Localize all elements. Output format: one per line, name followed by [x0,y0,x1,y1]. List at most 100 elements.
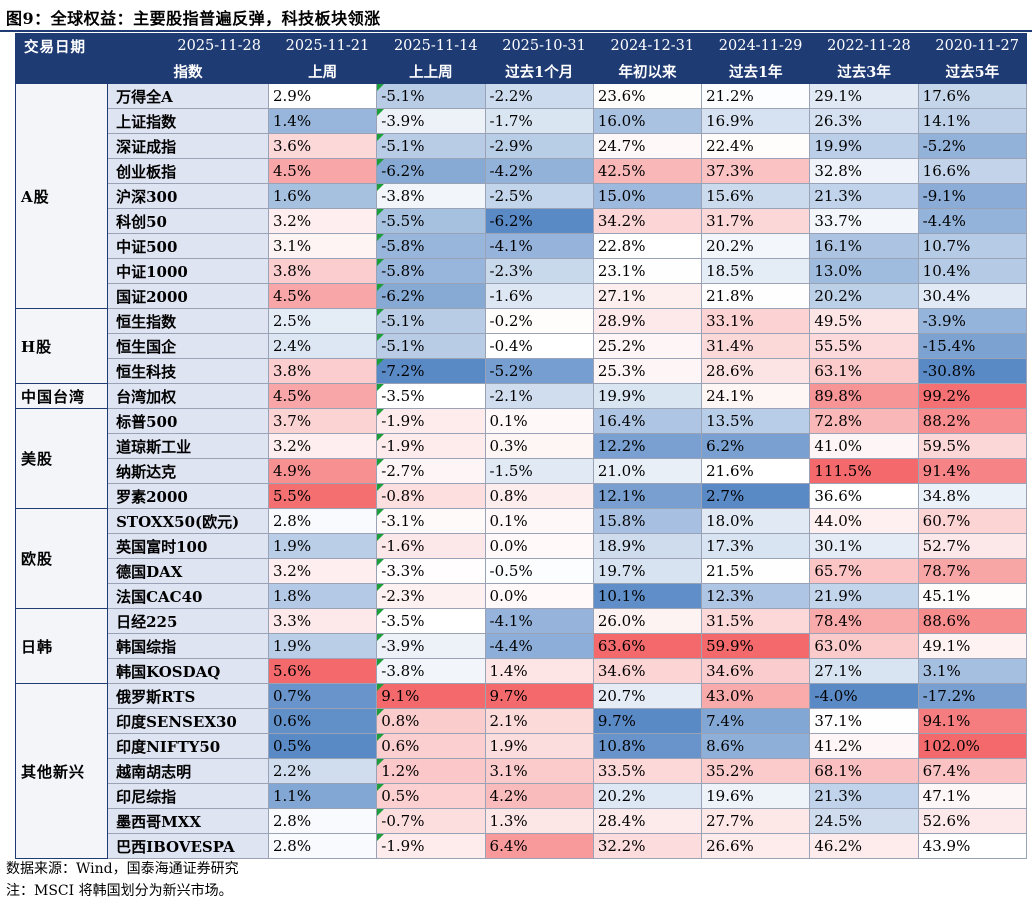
return-cell: 3.8% [267,358,378,384]
region-label: 其他新兴 [14,683,109,859]
return-cell: 37.3% [701,158,811,184]
return-cell: -1.6% [484,283,594,309]
return-value: 3.1% [489,762,528,780]
return-value: -6.2% [489,212,533,230]
return-value: 99.2% [922,387,971,405]
table-row: 德国DAX 3.2% -3.3% -0.5% 19.7% 21.5% 65.7% 78.7% [16,558,1028,584]
return-cell: 30.1% [809,533,919,559]
return-cell: 22.4% [701,133,811,159]
return-cell: 2.8% [267,833,378,859]
error-flag-icon [377,684,385,691]
return-cell: 59.5% [917,433,1028,459]
return-value: 2.8% [272,812,312,830]
region-label: H股 [14,308,109,384]
return-cell: 1.3% [484,808,594,834]
return-value: 14.1% [922,112,971,130]
index-name: 印度NIFTY50 [107,733,269,759]
return-value: -0.5% [489,562,533,580]
return-cell: 3.2% [267,433,378,459]
index-name: 恒生国企 [107,333,269,359]
date-header-cell: 2024-11-29 [701,33,811,59]
return-value: 2.8% [272,837,312,855]
return-cell: -3.9% [376,633,486,659]
return-value: 21.3% [814,187,863,205]
return-value: 4.5% [272,162,312,180]
return-cell: 3.2% [267,208,378,234]
return-value: 0.0% [489,537,528,555]
region-label: 中国台湾 [14,383,109,409]
return-cell: 65.7% [809,558,919,584]
return-cell: 63.6% [592,633,703,659]
return-cell: -0.8% [376,483,486,509]
return-value: 3.3% [272,612,312,630]
return-value: 5.6% [272,662,312,680]
return-cell: 89.8% [809,383,919,409]
error-flag-icon [377,484,385,491]
error-flag-icon [377,659,385,666]
index-name: 日经225 [107,608,269,634]
return-value: 9.7% [489,687,528,705]
table-row: 印度NIFTY50 0.5% 0.6% 1.9% 10.8% 8.6% 41.2% 102.0… [16,733,1028,759]
return-cell: 0.1% [484,508,594,534]
return-value: 49.1% [922,637,971,655]
title-rule [0,30,1032,32]
return-value: 26.0% [597,612,646,630]
table-row: 科创50 3.2% -5.5% -6.2% 34.2% 31.7% 33.7% -4.4% [16,208,1028,234]
return-value: 16.9% [706,112,754,130]
return-cell: -3.8% [376,658,486,684]
date-header-cell: 2024-12-31 [592,33,703,59]
return-value: 0.7% [272,687,312,705]
return-cell: 3.7% [267,408,378,434]
date-header-cell: 2025-11-14 [376,33,486,59]
return-value: 16.0% [597,112,646,130]
return-cell: -5.5% [376,208,486,234]
return-value: 25.2% [597,337,646,355]
index-name: 国证2000 [107,283,269,309]
return-value: -5.8% [381,262,425,280]
return-cell: -5.2% [484,358,594,384]
return-value: 60.7% [922,512,971,530]
figure-title: 图9：全球权益：主要股指普遍反弹，科技板块领涨 [6,9,381,28]
return-cell: 19.9% [809,133,919,159]
index-return-table: 交易日期 2025-11-28 2025-11-21 2025-11-14 20… [14,33,1028,859]
return-value: 2.4% [272,337,312,355]
return-cell: 63.0% [809,633,919,659]
return-value: 2.8% [272,512,312,530]
return-value: 19.9% [814,137,863,155]
return-cell: 20.2% [809,283,919,309]
return-cell: 37.1% [809,708,919,734]
return-cell: -4.1% [484,233,594,259]
return-cell: 47.1% [917,783,1028,809]
return-value: 10.4% [922,262,971,280]
return-value: 2.5% [272,312,312,330]
return-value: 33.5% [597,762,646,780]
return-value: -4.1% [489,237,533,255]
return-value: 59.5% [922,437,971,455]
return-cell: 0.0% [484,533,594,559]
return-value: -3.5% [381,387,425,405]
footnote: 注：MSCI 将韩国划分为新兴市场。 [6,883,233,899]
region-label: 美股 [14,408,109,509]
table-row: 纳斯达克 4.9% -2.7% -1.5% 21.0% 21.6% 111.5% 91.4% [16,458,1028,484]
return-value: -7.2% [381,362,425,380]
return-cell: 34.2% [592,208,703,234]
return-value: 36.6% [814,487,863,505]
return-value: -4.0% [814,687,858,705]
return-cell: 21.2% [701,83,811,109]
return-cell: 0.6% [376,733,486,759]
return-value: 102.0% [922,737,980,755]
return-cell: -5.1% [376,133,486,159]
date-header-cell: 2025-11-28 [107,33,269,59]
return-value: 7.4% [706,712,745,730]
return-cell: -4.4% [484,633,594,659]
return-value: -3.9% [381,637,425,655]
period-header-cell: 年初以来 [592,58,703,84]
return-cell: -6.2% [376,283,486,309]
return-cell: 32.2% [592,833,703,859]
return-value: 1.4% [272,112,312,130]
return-cell: -6.2% [484,208,594,234]
return-value: 34.8% [922,487,971,505]
return-cell: 35.2% [701,758,811,784]
return-cell: 63.1% [809,358,919,384]
error-flag-icon [377,234,385,241]
